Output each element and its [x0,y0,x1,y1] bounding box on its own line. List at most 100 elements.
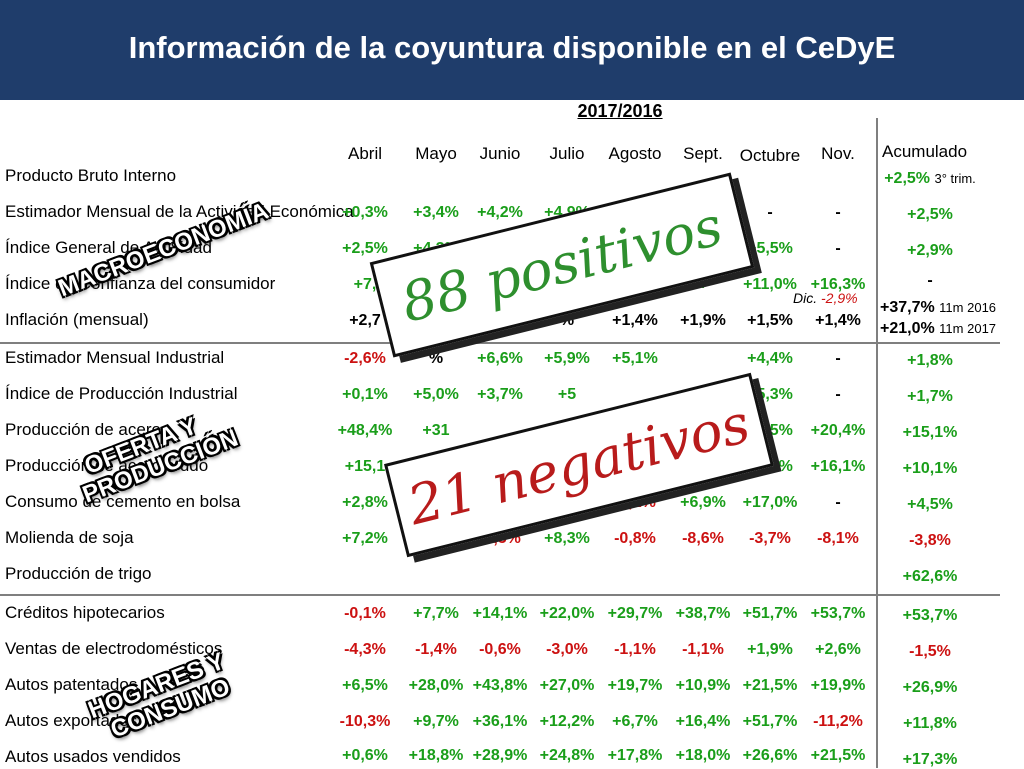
acumulado-cell: +26,9% [880,679,980,697]
row-label: Producción de acero [5,420,161,439]
table-cell: -8,6% [682,530,724,547]
table-cell: +53,7% [810,605,866,622]
table-cell: +4,2% [477,204,523,221]
inflation-december-note: Dic. -2,9% [793,290,858,306]
table-cell: +5,5% [747,240,793,257]
table-cell: % [559,312,575,329]
table-cell: - [835,494,841,511]
table-cell: +17,8% [607,747,663,764]
table-cell: - [835,386,841,403]
acumulado-value: +1,8% [907,352,953,369]
table-cell: +5,3% [747,386,793,403]
table-cell: +3,7% [477,386,523,403]
acumulado-value: +17,3% [902,751,958,768]
table-cell: +5,9% [544,350,590,367]
table-cell: +31 [422,422,450,439]
acumulado-value: +10,1% [902,460,958,477]
acumulado-value: -3,8% [909,532,951,549]
inflation-acum-2017-note: 11m 2017 [939,321,997,336]
table-cell: -2,6% [344,350,386,367]
section-divider-1 [0,342,1000,344]
acumulado-cell: +53,7% [880,607,980,625]
row-label: Molienda de soja [5,528,134,547]
table-cell: +0,6% [342,747,388,764]
table-cell: +20,4% [810,422,866,439]
table-cell: +27,0% [539,677,595,694]
table-cell: +16,1% [810,458,866,475]
table-cell: + [698,276,708,293]
table-cell: +5 [557,386,577,403]
table-cell: +0,1% [342,386,388,403]
acumulado-value: +4,5% [907,496,953,513]
table-cell: -11,2% [813,713,863,730]
inflation-acum-2017: +21,0% 11m 2017 [880,320,996,338]
row-label: Autos patentados [5,675,138,694]
month-header: Octubre [739,146,801,165]
table-cell: +11,0% [743,276,797,293]
table-cell: +2,8% [342,494,388,511]
table-cell: +6,5% [342,677,388,694]
table-cell: +19,9% [810,677,866,694]
inflation-acum-2016-value: +37,7% [880,299,935,316]
acumulado-header: Acumulado [882,142,968,161]
acumulado-cell: -3,8% [880,532,980,550]
table-cell: +2,5% [342,240,388,257]
month-header: Mayo [415,144,457,163]
table-cell: +4,4% [747,350,793,367]
table-cell: - [835,350,841,367]
acumulado-cell: +62,6% [880,568,980,586]
row-label: Producción de trigo [5,564,152,583]
month-header: Julio [549,144,585,163]
row-label: Créditos hipotecarios [5,603,165,622]
table-cell: -0,6% [479,641,521,658]
table-cell: -3,7% [749,530,791,547]
table-cell: +17,0% [742,494,798,511]
table-cell: +38,7% [675,605,731,622]
table-cell: +5,1% [612,350,658,367]
acumulado-value: +53,7% [902,607,958,624]
month-header: Nov. [821,144,855,163]
acumulado-value: +2,5% [907,206,953,223]
table-cell: -10,3% [339,713,391,730]
acumulado-cell: - [880,272,980,290]
table-cell: +7,2% [342,530,388,547]
row-label: Consumo de cemento en bolsa [5,492,241,511]
table-cell: +1,5% [747,312,793,329]
table-cell: +51,7% [742,713,798,730]
table-cell: +6,9% [680,494,726,511]
inflation-acum-2017-value: +21,0% [880,320,935,337]
inflation-acum-2016: +37,7% 11m 2016 [880,299,996,317]
acumulado-cell: +4,5% [880,496,980,514]
page-title: Información de la coyuntura disponible e… [128,30,896,65]
table-cell: +29,7% [607,605,663,622]
acumulado-divider [876,118,878,768]
table-cell: % [428,350,444,367]
table-cell: +12,2% [539,713,595,730]
month-header: Junio [479,144,521,163]
table-cell: +7, [353,276,377,293]
table-cell: - [835,204,841,221]
row-label: Estimador Mensual Industrial [5,348,225,367]
table-cell: -3,0% [546,641,588,658]
table-cell: +16,4% [675,713,731,730]
table-cell: +48,4% [337,422,393,439]
table-cell: +15,1 [344,458,386,475]
table-cell: +2,7 [349,312,381,329]
table-cell: - [767,204,773,221]
december-value: -2,9% [821,290,858,306]
table-cell: +8,3% [544,530,590,547]
table-cell: +22,0% [539,605,595,622]
acumulado-cell: +2,9% [880,242,980,260]
table-cell: -0,1% [344,605,386,622]
table-cell: +2,6% [815,641,861,658]
acumulado-cell: +15,1% [880,424,980,442]
month-header: Sept. [683,144,723,163]
table-cell: -1,4% [415,641,457,658]
table-cell: +36,1% [472,713,528,730]
acumulado-value: +11,8% [903,715,957,732]
acumulado-cell: +1,8% [880,352,980,370]
table-cell: +19,7% [607,677,663,694]
row-label: Índice de Producción Industrial [5,384,238,403]
row-label: Producto Bruto Interno [5,166,177,185]
acumulado-cell: +11,8% [880,715,980,733]
